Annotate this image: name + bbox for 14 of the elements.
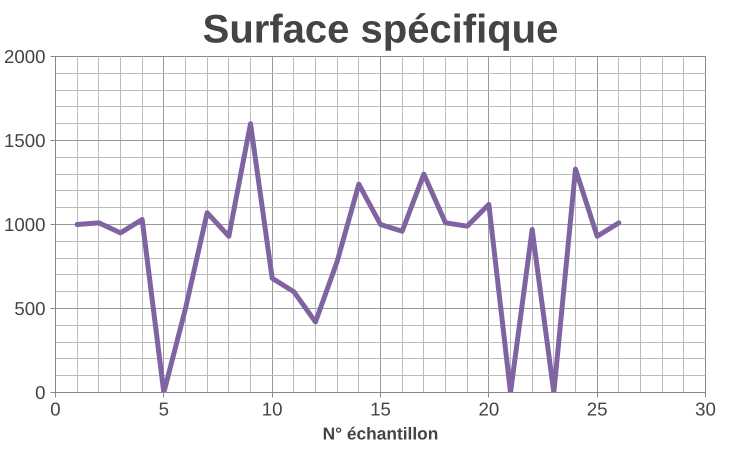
- x-tick-label: 20: [478, 398, 500, 420]
- chart-title: Surface spécifique: [202, 8, 558, 52]
- y-tick-label: 1500: [4, 130, 46, 151]
- y-tick-label: 0: [35, 382, 46, 403]
- x-tick-label: 25: [586, 398, 608, 420]
- x-tick-label: 15: [370, 398, 391, 420]
- x-axis-title: N° échantillon: [322, 424, 438, 444]
- x-tick-label: 5: [158, 398, 170, 420]
- x-tick-label: 0: [50, 398, 61, 420]
- y-tick-label: 1000: [4, 214, 46, 235]
- y-tick-label: 500: [14, 298, 46, 319]
- x-tick-label: 30: [695, 398, 716, 420]
- y-tick-label: 2000: [4, 46, 46, 67]
- x-tick-label: 10: [262, 398, 283, 420]
